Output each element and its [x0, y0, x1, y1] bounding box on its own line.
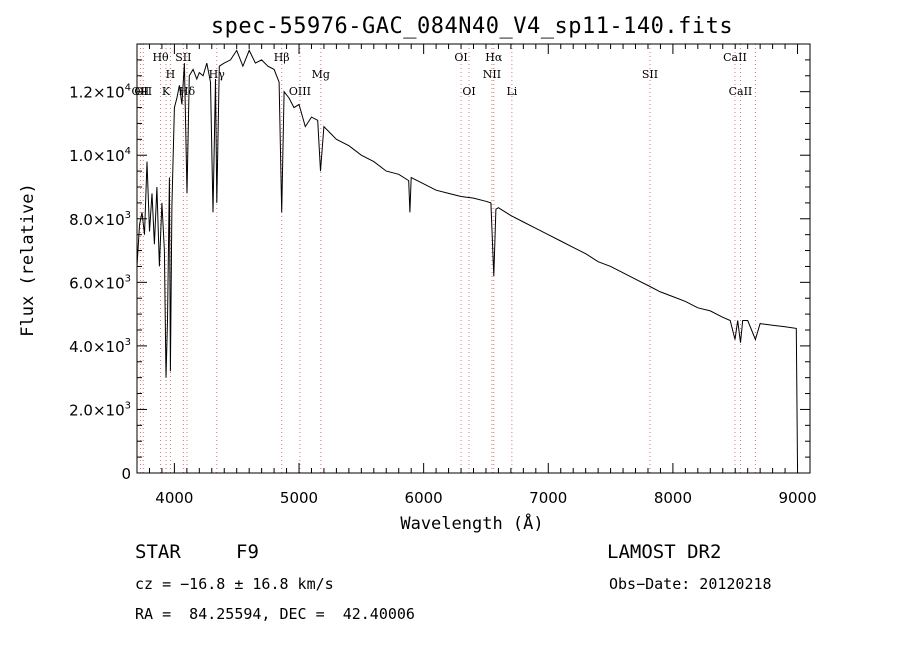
y-tick-label-1: 2.0×103 — [69, 400, 131, 419]
chart-title: spec-55976-GAC_084N40_V4_sp11-140.fits — [211, 14, 733, 39]
marker-label-4: H — [166, 68, 176, 81]
marker-label-7: Hγ — [209, 68, 226, 81]
x-tick-label-3: 7000 — [529, 489, 567, 507]
marker-label-10: Mg — [312, 68, 330, 81]
marker-label-5: SII — [175, 51, 191, 64]
y-tick-label-0: 0 — [121, 465, 131, 483]
plot-frame — [136, 43, 811, 474]
x-axis: 4000 5000 6000 7000 8000 9000 — [148, 44, 817, 507]
y-tick-label-3: 6.0×103 — [69, 273, 131, 292]
coordinates: RA = 84.25594, DEC = 42.40006 — [135, 605, 415, 623]
marker-label-18: CaII — [729, 85, 753, 98]
marker-label-6: Hδ — [179, 85, 196, 98]
marker-label-12: OI — [462, 85, 475, 98]
survey-name: LAMOST DR2 — [607, 541, 722, 563]
marker-label-13: NII — [483, 68, 501, 81]
object-type: STAR — [135, 541, 181, 563]
y-tick-label-5: 1.0×104 — [69, 146, 131, 165]
x-tick-label-4: 8000 — [654, 489, 692, 507]
y-tick-label-6: 1.2×104 — [69, 83, 131, 102]
y-axis: 0 2.0×103 4.0×103 6.0×103 8.0×103 1.0×104 1.2×… — [69, 43, 810, 483]
y-tick-label-4: 8.0×103 — [69, 210, 131, 229]
marker-label-11: OI — [454, 51, 467, 64]
redshift-value: cz = −16.8 ± 16.8 km/s — [135, 575, 334, 593]
marker-label-16: SII — [642, 68, 658, 81]
x-tick-label-1: 5000 — [280, 489, 318, 507]
marker-label-9: OIII — [289, 85, 311, 98]
x-axis-label: Wavelength (Å) — [400, 512, 543, 534]
line-marker-labels: OIIOIIHθKHSIIHδHγHβOIIIMgOIOINIIHαLiSIIC… — [132, 51, 753, 98]
marker-label-14: Hα — [485, 51, 503, 64]
line-markers — [139, 44, 756, 473]
marker-label-2: Hθ — [152, 51, 169, 64]
x-tick-label-2: 6000 — [405, 489, 443, 507]
marker-label-17: CaII — [723, 51, 747, 64]
y-axis-label: Flux (relative) — [18, 183, 38, 337]
spectral-subclass: F9 — [236, 541, 259, 563]
marker-label-3: K — [162, 85, 171, 98]
x-tick-label-5: 9000 — [778, 489, 816, 507]
marker-label-8: Hβ — [274, 51, 290, 64]
y-tick-label-2: 4.0×103 — [69, 337, 131, 356]
x-tick-label-0: 4000 — [155, 489, 193, 507]
marker-label-15: Li — [506, 85, 517, 98]
spectrum-line — [136, 49, 798, 467]
observation-date: Obs−Date: 20120218 — [609, 575, 772, 593]
